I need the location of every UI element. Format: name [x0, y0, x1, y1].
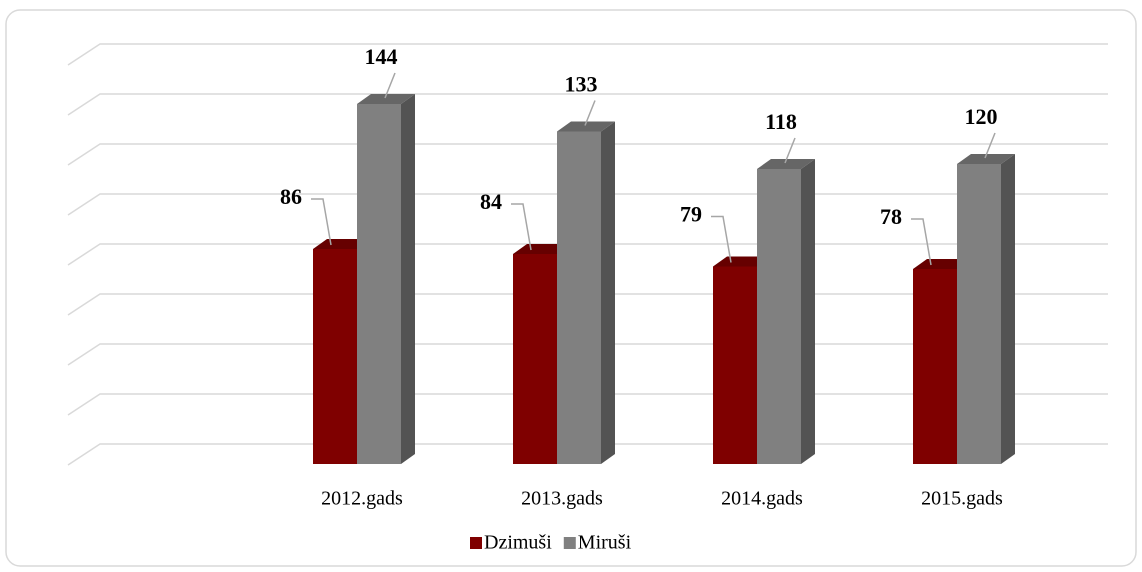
bar-front: [513, 254, 557, 464]
leader-line: [384, 72, 396, 99]
grid-line: [67, 43, 1108, 66]
grid-line: [67, 143, 1108, 166]
bar-side: [801, 159, 815, 464]
value-label: 84: [480, 189, 502, 214]
x-tick-label: 2015.gads: [921, 488, 1003, 510]
bar-top: [757, 159, 815, 169]
legend-label: Dzimuši: [484, 532, 552, 554]
bar-front: [313, 249, 357, 464]
value-label: 120: [965, 104, 998, 129]
value-label: 86: [280, 184, 302, 209]
legend-label: Miruši: [578, 532, 632, 554]
bar: [557, 121, 615, 464]
leader-line: [784, 137, 796, 164]
leader-line: [911, 218, 932, 266]
bar-front: [913, 269, 957, 464]
x-tick-label: 2012.gads: [321, 488, 403, 510]
bar-top: [313, 239, 371, 249]
bar: [757, 159, 815, 464]
bar: [357, 94, 415, 464]
bar-top: [957, 154, 1015, 164]
leader-line: [984, 132, 996, 159]
bar-top: [357, 94, 415, 104]
leader-line: [711, 215, 732, 263]
x-tick-label: 2014.gads: [721, 488, 803, 510]
value-label: 79: [680, 202, 702, 227]
bar-top: [557, 121, 615, 132]
leader-line: [311, 198, 332, 246]
bar-front: [957, 164, 1001, 464]
bar: [957, 154, 1015, 464]
value-label: 78: [880, 204, 902, 229]
bar-side: [601, 121, 615, 464]
value-label: 118: [765, 109, 797, 134]
legend-swatch: [470, 537, 482, 549]
value-label: 133: [565, 72, 598, 97]
legend-swatch: [563, 537, 576, 549]
bar-front: [557, 131, 601, 464]
leader-line: [584, 100, 596, 126]
bar-side: [1001, 154, 1015, 464]
bar-front: [357, 104, 401, 464]
bar-side: [401, 94, 415, 464]
bar-top: [913, 259, 971, 269]
leader-line: [511, 203, 532, 251]
value-label: 144: [365, 44, 398, 69]
x-tick-label: 2013.gads: [521, 488, 603, 510]
grid-line: [67, 93, 1108, 116]
bar-top: [513, 244, 571, 254]
bar-front: [757, 169, 801, 464]
bar-front: [713, 266, 757, 464]
bar-top: [713, 256, 771, 267]
